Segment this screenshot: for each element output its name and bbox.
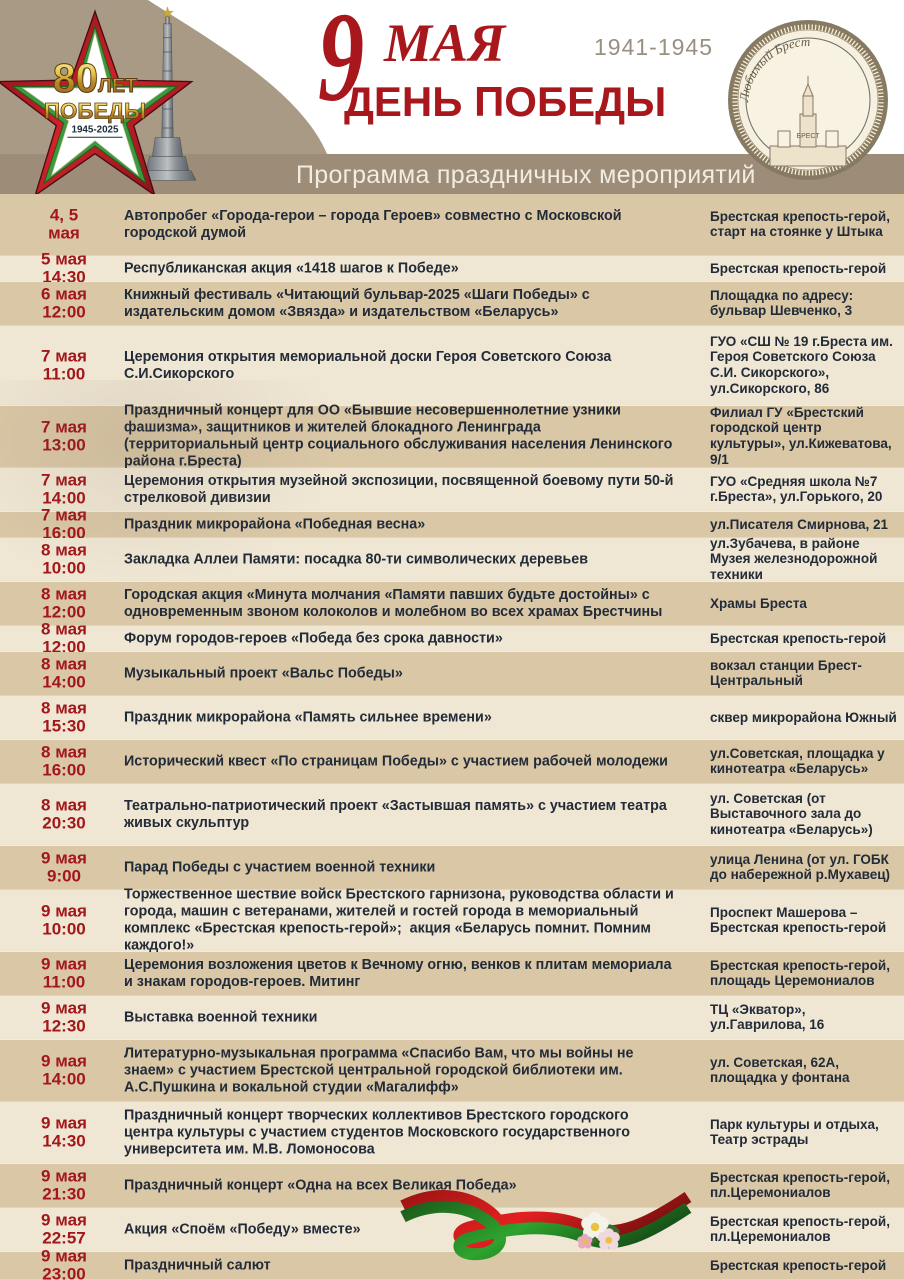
svg-text:1945-2025: 1945-2025 xyxy=(71,125,119,136)
svg-text:БРЕСТ: БРЕСТ xyxy=(796,133,820,140)
svg-text:80ЛЕТ: 80ЛЕТ xyxy=(53,55,137,101)
svg-text:ПОБЕДЫ: ПОБЕДЫ xyxy=(44,98,146,123)
